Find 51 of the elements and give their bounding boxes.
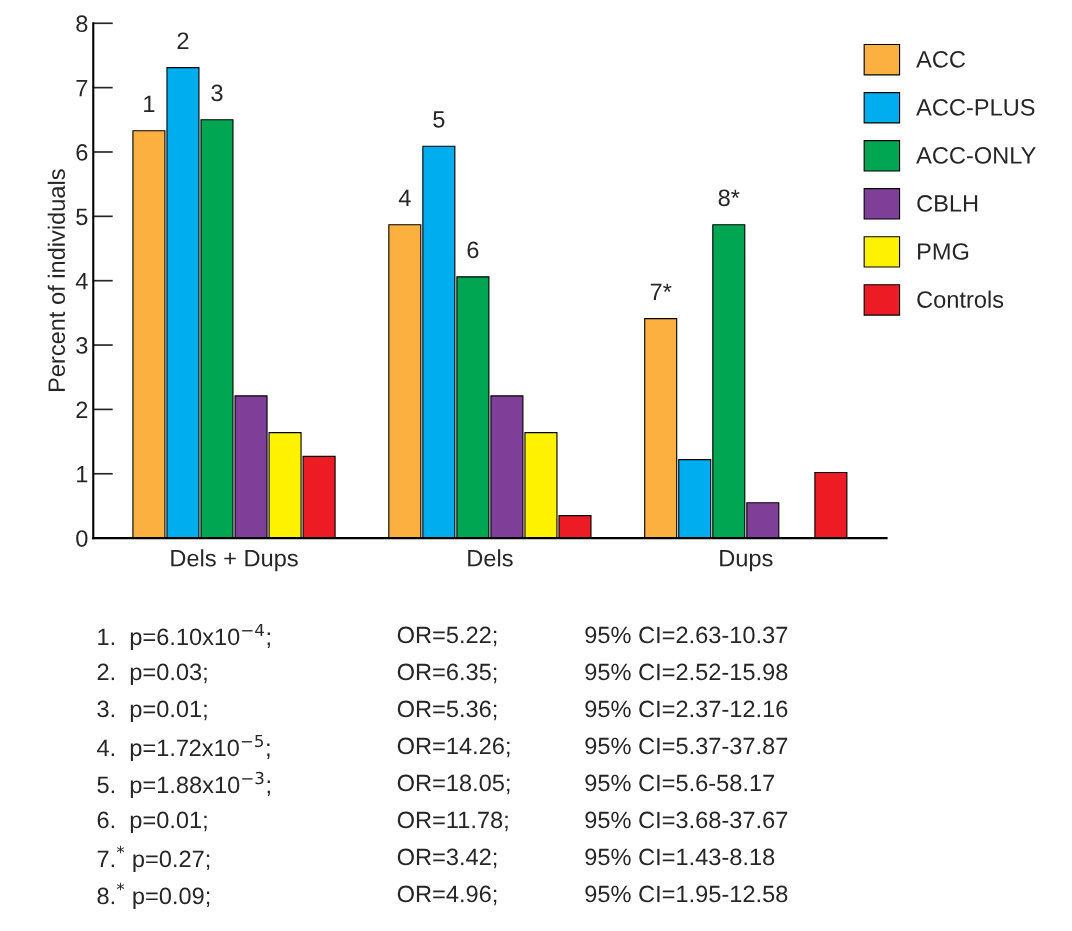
text: 3. p=0.01; [97, 700, 207, 723]
x-tick-label: Dels + Dups [171, 549, 298, 572]
text: 6. p=0.01; [97, 811, 207, 834]
annotation: 3 [211, 84, 223, 102]
legend-label: ACC-PLUS [916, 98, 1035, 116]
text: OR=18.05; [397, 774, 510, 795]
text: OR=5.36; [397, 700, 497, 721]
y-tick-label: 4 [75, 273, 88, 290]
text: 95% CI=5.6-58.17 [585, 774, 775, 792]
y-axis-title: Percent of individuals [47, 169, 66, 391]
text: OR=4.96; [397, 885, 497, 906]
text: OR=3.42; [397, 848, 497, 869]
text: 5. p=1.88x10$^{−3}$; [97, 771, 270, 798]
text: 2. p=0.03; [97, 663, 207, 685]
y-tick-label: 2 [76, 401, 88, 418]
text: OR=11.78; [397, 811, 508, 832]
annotation: 8* [718, 189, 740, 207]
y-tick-label: 0 [76, 530, 88, 547]
text: 95% CI=1.43-8.18 [585, 848, 775, 866]
annotation: 5 [433, 111, 445, 128]
annotation: 2 [177, 32, 189, 49]
y-tick-label: 8 [76, 15, 88, 33]
y-tick-label: 3 [76, 337, 88, 354]
legend-label: CBLH [917, 195, 978, 212]
legend-label: ACC-ONLY [916, 147, 1036, 164]
text: 95% CI=2.37-12.16 [585, 700, 788, 718]
text: 95% CI=2.63-10.37 [585, 626, 788, 644]
annotation: 1 [144, 95, 155, 112]
text: 8.$^{*}$ p=0.09; [97, 882, 210, 909]
text: 4. p=1.72x10$^{−5}$; [97, 734, 270, 761]
text: OR=5.22; [397, 626, 497, 647]
x-tick-label: Dels [468, 549, 513, 567]
annotation: 7* [650, 283, 672, 300]
legend-label: Controls [917, 290, 1004, 308]
y-tick-label: 6 [76, 144, 88, 161]
y-tick-label: 1 [77, 466, 88, 483]
annotation: 6 [467, 241, 479, 259]
text: 7.$^{*}$ p=0.27; [97, 845, 210, 872]
legend-label: PMG [918, 243, 969, 260]
y-tick-label: 5 [76, 208, 88, 226]
legend-label: ACC [916, 50, 966, 68]
text: 1. p=6.10x10$^{−4}$; [98, 623, 270, 650]
text: 95% CI=1.95-12.58 [585, 885, 788, 903]
x-tick-label: Dups [720, 550, 773, 572]
y-tick-label: 7 [76, 79, 88, 97]
text: 95% CI=5.37-37.87 [585, 737, 788, 755]
text: OR=6.35; [397, 663, 497, 684]
text: 95% CI=3.68-37.67 [585, 811, 788, 829]
annotation: 4 [398, 189, 411, 206]
text: 95% CI=2.52-15.98 [585, 663, 788, 681]
text: OR=14.26; [397, 737, 510, 758]
